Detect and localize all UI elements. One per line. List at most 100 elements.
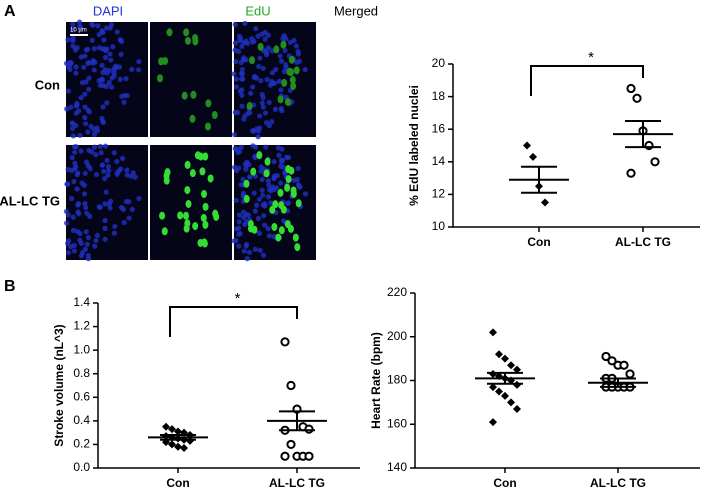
axis bbox=[452, 64, 700, 228]
nucleus bbox=[251, 190, 257, 196]
nucleus bbox=[70, 43, 76, 49]
nucleus bbox=[65, 240, 71, 246]
data-point bbox=[495, 350, 503, 359]
y-tick-label: 0.2 bbox=[73, 437, 90, 451]
nucleus bbox=[84, 241, 90, 247]
nucleus bbox=[114, 158, 120, 164]
edu-nucleus bbox=[207, 174, 214, 183]
nucleus bbox=[90, 22, 96, 28]
error-bar bbox=[279, 410, 315, 432]
data-point bbox=[601, 351, 611, 362]
nucleus bbox=[276, 152, 282, 158]
data-point bbox=[280, 451, 290, 461]
nucleus bbox=[93, 171, 100, 178]
nucleus bbox=[82, 91, 88, 97]
edu-nucleus bbox=[248, 56, 255, 65]
nucleus bbox=[132, 174, 138, 180]
nucleus bbox=[102, 217, 108, 224]
nucleus bbox=[88, 123, 94, 129]
nucleus bbox=[116, 168, 122, 174]
y-axis-label: Stroke volume (nL^3) bbox=[52, 324, 66, 446]
edu-nucleus bbox=[213, 212, 220, 221]
nucleus bbox=[236, 243, 242, 249]
nucleus bbox=[104, 157, 110, 163]
y-tick-label: 16 bbox=[432, 121, 446, 135]
significance-label: * bbox=[588, 49, 594, 66]
nucleus bbox=[93, 152, 99, 158]
edu-nucleus bbox=[192, 222, 199, 231]
nucleus bbox=[265, 178, 271, 184]
nucleus bbox=[120, 206, 127, 212]
nucleus bbox=[259, 100, 265, 106]
edu-nucleus bbox=[243, 179, 250, 188]
nucleus bbox=[233, 226, 239, 232]
nucleus bbox=[69, 125, 76, 132]
nucleus bbox=[244, 256, 250, 262]
nucleus bbox=[98, 150, 104, 156]
nucleus bbox=[262, 36, 268, 42]
edu-nucleus bbox=[201, 190, 208, 199]
panel-label: A bbox=[4, 3, 16, 20]
data-point bbox=[513, 365, 521, 374]
row-label: AL-LC TG bbox=[0, 193, 60, 208]
nucleus bbox=[255, 33, 261, 39]
nucleus bbox=[256, 196, 262, 202]
nucleus bbox=[103, 48, 109, 54]
data-point bbox=[541, 198, 549, 207]
nucleus bbox=[77, 132, 83, 138]
data-point bbox=[501, 354, 509, 363]
nucleus bbox=[72, 149, 78, 155]
nucleus bbox=[236, 212, 243, 218]
nucleus bbox=[91, 67, 97, 73]
data-point bbox=[650, 157, 660, 167]
edu-nucleus bbox=[192, 33, 199, 42]
edu-nucleus bbox=[158, 57, 165, 66]
nucleus bbox=[281, 69, 288, 75]
nucleus bbox=[96, 45, 102, 51]
nucleus bbox=[78, 54, 84, 60]
nucleus bbox=[102, 54, 109, 61]
edu-nucleus bbox=[201, 238, 208, 247]
nucleus bbox=[70, 214, 76, 220]
data-point bbox=[626, 83, 636, 94]
edu-nucleus bbox=[285, 165, 292, 174]
nucleus bbox=[100, 118, 106, 124]
nucleus bbox=[108, 57, 114, 63]
nucleus bbox=[296, 184, 302, 190]
nucleus bbox=[69, 195, 75, 202]
nucleus bbox=[104, 100, 110, 106]
x-tick-label: AL-LC TG bbox=[269, 476, 325, 490]
nucleus bbox=[82, 170, 88, 176]
nucleus bbox=[91, 131, 98, 137]
nucleus bbox=[136, 195, 142, 202]
data-point bbox=[607, 356, 617, 366]
edu-nucleus bbox=[287, 68, 294, 77]
nucleus bbox=[71, 144, 78, 150]
edu-nucleus bbox=[202, 202, 209, 211]
nucleus bbox=[65, 37, 71, 43]
nucleus bbox=[97, 143, 103, 149]
nucleus bbox=[236, 231, 242, 237]
nucleus bbox=[235, 149, 241, 156]
edu-nucleus bbox=[202, 152, 209, 161]
y-tick-label: 20 bbox=[432, 56, 446, 70]
nucleus bbox=[266, 99, 272, 106]
nucleus bbox=[239, 66, 245, 73]
nucleus bbox=[95, 23, 101, 29]
nucleus bbox=[78, 95, 84, 101]
y-tick-label: 18 bbox=[432, 89, 446, 103]
data-point bbox=[513, 380, 521, 389]
nucleus bbox=[91, 46, 97, 52]
nucleus bbox=[103, 189, 109, 195]
nucleus bbox=[129, 206, 135, 213]
data-point bbox=[501, 391, 509, 400]
nucleus bbox=[113, 63, 119, 69]
nucleus bbox=[271, 174, 277, 181]
nucleus bbox=[248, 90, 254, 96]
nucleus bbox=[266, 123, 272, 129]
nucleus bbox=[76, 211, 82, 217]
nucleus bbox=[77, 23, 83, 29]
nucleus bbox=[112, 223, 118, 230]
nucleus bbox=[256, 230, 262, 236]
edu-nucleus bbox=[256, 151, 263, 160]
